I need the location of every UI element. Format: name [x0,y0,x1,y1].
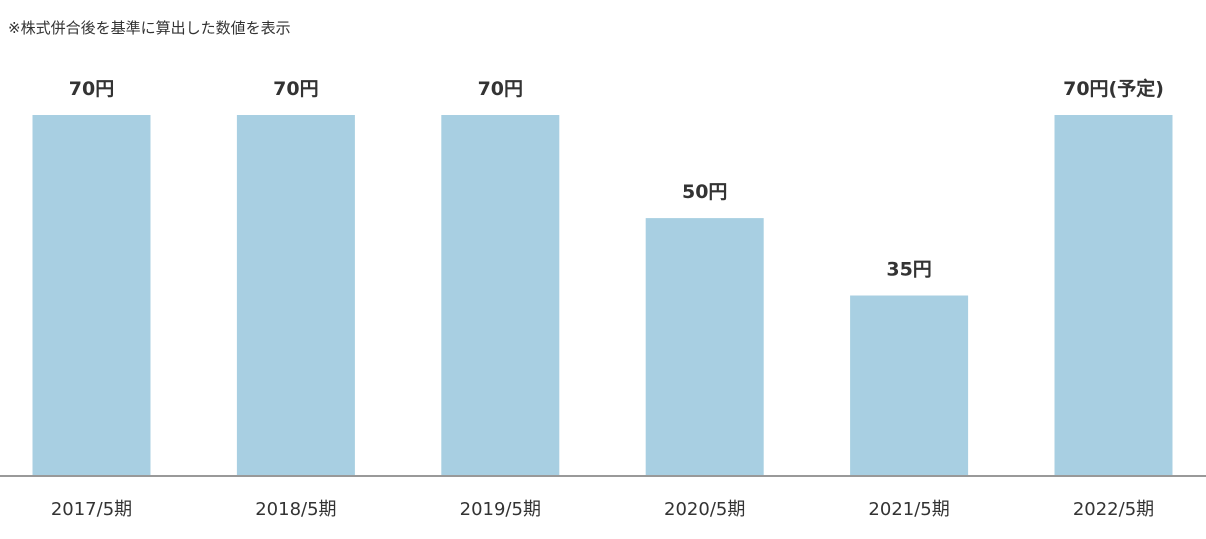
bar-value-label-4: 50円 [682,181,727,203]
x-tick-label-5: 2021/5期 [868,499,949,520]
data-labels-group: 70円 70円 70円 50円 35円 70円(予定) [69,77,1164,281]
bar-value-label-5: 35円 [886,259,931,281]
bar-6 [1054,115,1173,476]
bar-value-label-2: 70円 [273,78,318,100]
bar-5 [850,295,969,476]
bar-3 [441,115,560,476]
x-tick-label-4: 2020/5期 [664,499,745,520]
x-tick-label-1: 2017/5期 [51,499,132,520]
bar-4 [645,218,764,476]
bar-2 [236,115,355,476]
x-tick-labels-group: 2017/5期 2018/5期 2019/5期 2020/5期 2021/5期 2022/… [51,499,1154,520]
x-tick-label-3: 2019/5期 [460,499,541,520]
bars-group [32,115,1173,476]
x-tick-label-6: 2022/5期 [1073,499,1154,520]
bar-value-label-1: 70円 [69,78,114,100]
footnote: ※株式併合後を基準に算出した数値を表示 [8,19,291,37]
x-tick-label-2: 2018/5期 [255,499,336,520]
bar-value-label-3: 70円 [478,78,523,100]
bar-1 [32,115,151,476]
bar-value-label-6: 70円(予定) [1063,77,1164,100]
